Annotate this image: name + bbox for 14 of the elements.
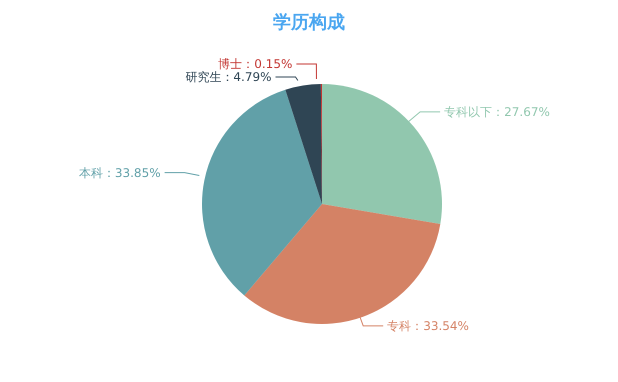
- slice-label: 专科: [387, 319, 412, 334]
- data-label: ：27.67%: [492, 105, 550, 120]
- data-label: ：33.85%: [102, 166, 161, 180]
- pie-slice: [202, 90, 322, 296]
- slice-label: 研究生: [185, 70, 222, 84]
- pie-slice: [322, 84, 442, 224]
- pie-slice: [285, 84, 322, 204]
- slice-label: 本科: [78, 166, 103, 180]
- data-label: ：0.15%: [242, 57, 292, 72]
- data-label: ：33.54%: [411, 319, 469, 334]
- chart-title: 学历构成: [272, 11, 346, 34]
- data-label: ：4.79%: [221, 70, 272, 84]
- slice-label: 专科以下: [444, 105, 492, 120]
- slice-label: 博士: [218, 57, 242, 72]
